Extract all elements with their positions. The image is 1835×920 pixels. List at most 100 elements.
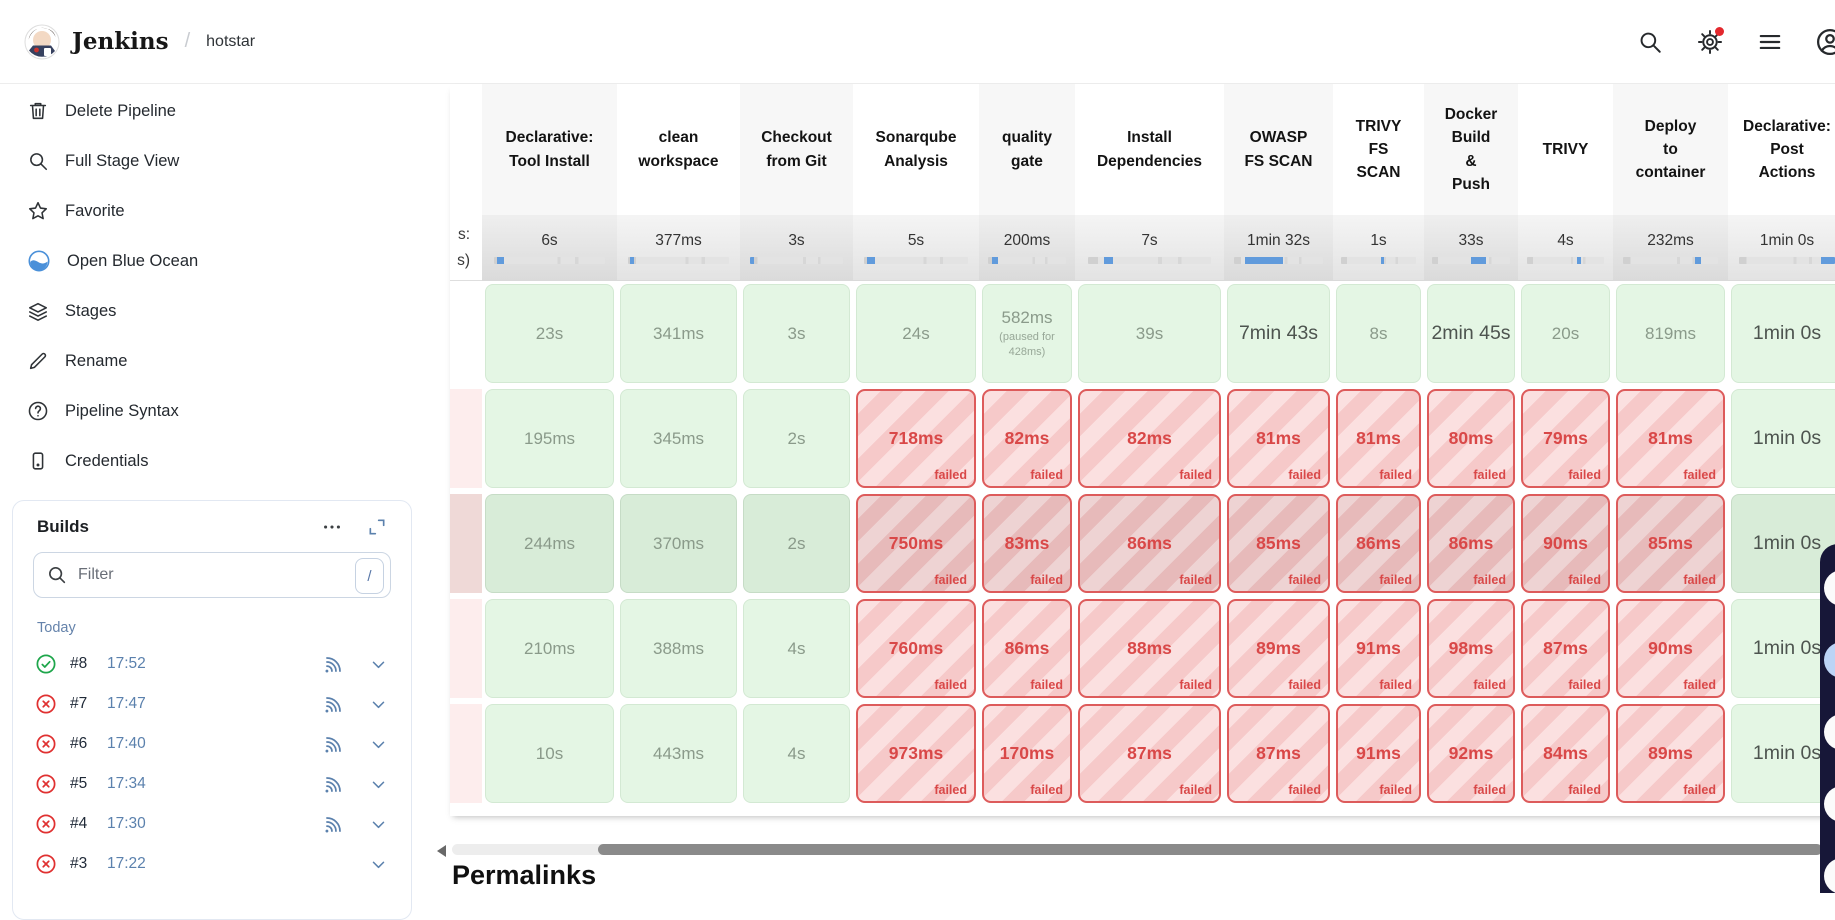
breadcrumb-job-name[interactable]: hotstar: [206, 32, 256, 50]
stage-cell-failed[interactable]: 79ms failed: [1521, 389, 1610, 488]
chevron-down-icon[interactable]: [370, 816, 387, 833]
stage-cell-success[interactable]: 388ms: [620, 599, 737, 698]
build-failed-icon[interactable]: [35, 693, 57, 715]
stage-cell-failed[interactable]: 85ms failed: [1616, 494, 1725, 593]
stage-cell-failed[interactable]: 750ms failed: [856, 494, 976, 593]
stage-cell-success[interactable]: 341ms: [620, 284, 737, 383]
build-row[interactable]: #3 17:22: [13, 844, 411, 884]
sidebar-item-full-stage-view[interactable]: Full Stage View: [0, 136, 404, 186]
chevron-down-icon[interactable]: [370, 696, 387, 713]
stage-cell-success[interactable]: 39s: [1078, 284, 1221, 383]
stage-cell-success[interactable]: 210ms: [485, 599, 614, 698]
build-time-link[interactable]: 17:34: [107, 775, 146, 792]
build-time-link[interactable]: 17:47: [107, 695, 146, 712]
build-id-link[interactable]: #4: [70, 815, 88, 832]
changes-icon[interactable]: [323, 694, 344, 715]
stage-cell-success[interactable]: 2s: [743, 494, 850, 593]
stage-cell-failed[interactable]: 170ms failed: [982, 704, 1072, 803]
stage-cell-failed[interactable]: 91ms failed: [1336, 704, 1421, 803]
stage-cell-success[interactable]: 7min 43s: [1227, 284, 1330, 383]
search-icon[interactable]: [1635, 27, 1665, 57]
stage-cell-failed[interactable]: 82ms failed: [982, 389, 1072, 488]
build-success-icon[interactable]: [35, 653, 57, 675]
stage-cell-failed[interactable]: 90ms failed: [1521, 494, 1610, 593]
build-row[interactable]: #7 17:47: [13, 684, 411, 724]
stage-cell-success[interactable]: 1min 0s: [1731, 284, 1835, 383]
stage-cell-success[interactable]: 1min 0s: [1731, 494, 1835, 593]
build-row[interactable]: #6 17:40: [13, 724, 411, 764]
stage-cell-failed[interactable]: 86ms failed: [1078, 494, 1221, 593]
stage-cell-failed[interactable]: 88ms failed: [1078, 599, 1221, 698]
stage-cell-failed[interactable]: 85ms failed: [1227, 494, 1330, 593]
stage-cell-failed[interactable]: 81ms failed: [1336, 389, 1421, 488]
stage-cell-failed[interactable]: 90ms failed: [1616, 599, 1725, 698]
horizontal-scrollbar[interactable]: [452, 844, 1835, 855]
hscroll-thumb[interactable]: [598, 844, 1822, 855]
chat-widget-button[interactable]: [1824, 786, 1835, 822]
build-id-link[interactable]: #3: [70, 855, 88, 872]
stage-cell-failed[interactable]: 973ms failed: [856, 704, 976, 803]
stage-cell-success[interactable]: 195ms: [485, 389, 614, 488]
builds-overflow-icon[interactable]: [321, 516, 343, 538]
build-row[interactable]: #8 17:52: [13, 644, 411, 684]
stage-cell-failed[interactable]: 86ms failed: [982, 599, 1072, 698]
build-time-link[interactable]: 17:52: [107, 655, 146, 672]
build-id-link[interactable]: #7: [70, 695, 88, 712]
stage-cell-failed[interactable]: 82ms failed: [1078, 389, 1221, 488]
build-failed-icon[interactable]: [35, 853, 57, 875]
build-time-link[interactable]: 17:22: [107, 855, 146, 872]
chevron-down-icon[interactable]: [370, 776, 387, 793]
build-time-link[interactable]: 17:40: [107, 735, 146, 752]
chat-widget-button[interactable]: [1824, 858, 1835, 894]
chat-widget-button[interactable]: [1824, 714, 1835, 750]
changes-icon[interactable]: [323, 774, 344, 795]
stage-cell-success[interactable]: 244ms: [485, 494, 614, 593]
chat-widget[interactable]: [1820, 544, 1835, 894]
sidebar-item-credentials[interactable]: Credentials: [0, 436, 404, 486]
build-time-link[interactable]: 17:30: [107, 815, 146, 832]
chat-widget-button[interactable]: [1824, 570, 1835, 606]
builds-expand-icon[interactable]: [367, 517, 387, 537]
gear-icon[interactable]: [1695, 27, 1725, 57]
sidebar-item-open-blue-ocean[interactable]: Open Blue Ocean: [0, 236, 404, 286]
sidebar-item-delete-pipeline[interactable]: Delete Pipeline: [0, 86, 404, 136]
chat-widget-button[interactable]: [1824, 642, 1835, 678]
build-id-link[interactable]: #5: [70, 775, 88, 792]
stage-cell-failed[interactable]: 86ms failed: [1336, 494, 1421, 593]
hscroll-left-arrow[interactable]: [437, 845, 446, 857]
build-failed-icon[interactable]: [35, 773, 57, 795]
stage-cell-failed[interactable]: 89ms failed: [1227, 599, 1330, 698]
stage-cell-success[interactable]: 8s: [1336, 284, 1421, 383]
jenkins-logo-icon[interactable]: [24, 24, 60, 60]
stage-cell-failed[interactable]: 81ms failed: [1616, 389, 1725, 488]
build-id-link[interactable]: #8: [70, 655, 88, 672]
stage-cell-failed[interactable]: 91ms failed: [1336, 599, 1421, 698]
stage-cell-success[interactable]: 2min 45s: [1427, 284, 1515, 383]
stage-cell-failed[interactable]: 760ms failed: [856, 599, 976, 698]
stage-cell-failed[interactable]: 80ms failed: [1427, 389, 1515, 488]
stage-cell-failed[interactable]: 98ms failed: [1427, 599, 1515, 698]
build-row[interactable]: #5 17:34: [13, 764, 411, 804]
stage-cell-success[interactable]: 1min 0s: [1731, 704, 1835, 803]
brand-link[interactable]: Jenkins: [72, 28, 169, 55]
stage-cell-failed[interactable]: 87ms failed: [1078, 704, 1221, 803]
stage-cell-success[interactable]: 819ms: [1616, 284, 1725, 383]
stage-cell-success[interactable]: 1min 0s: [1731, 599, 1835, 698]
sidebar-item-rename[interactable]: Rename: [0, 336, 404, 386]
menu-icon[interactable]: [1755, 27, 1785, 57]
stage-cell-success[interactable]: 23s: [485, 284, 614, 383]
stage-cell-failed[interactable]: 83ms failed: [982, 494, 1072, 593]
sidebar-item-pipeline-syntax[interactable]: Pipeline Syntax: [0, 386, 404, 436]
stage-cell-success[interactable]: 3s: [743, 284, 850, 383]
stage-cell-failed[interactable]: 718ms failed: [856, 389, 976, 488]
changes-icon[interactable]: [323, 814, 344, 835]
stage-cell-success[interactable]: 4s: [743, 704, 850, 803]
sidebar-item-stages[interactable]: Stages: [0, 286, 404, 336]
chevron-down-icon[interactable]: [370, 856, 387, 873]
build-row[interactable]: #4 17:30: [13, 804, 411, 844]
sidebar-item-favorite[interactable]: Favorite: [0, 186, 404, 236]
chevron-down-icon[interactable]: [370, 656, 387, 673]
stage-cell-success[interactable]: 20s: [1521, 284, 1610, 383]
stage-cell-failed[interactable]: 86ms failed: [1427, 494, 1515, 593]
build-failed-icon[interactable]: [35, 813, 57, 835]
